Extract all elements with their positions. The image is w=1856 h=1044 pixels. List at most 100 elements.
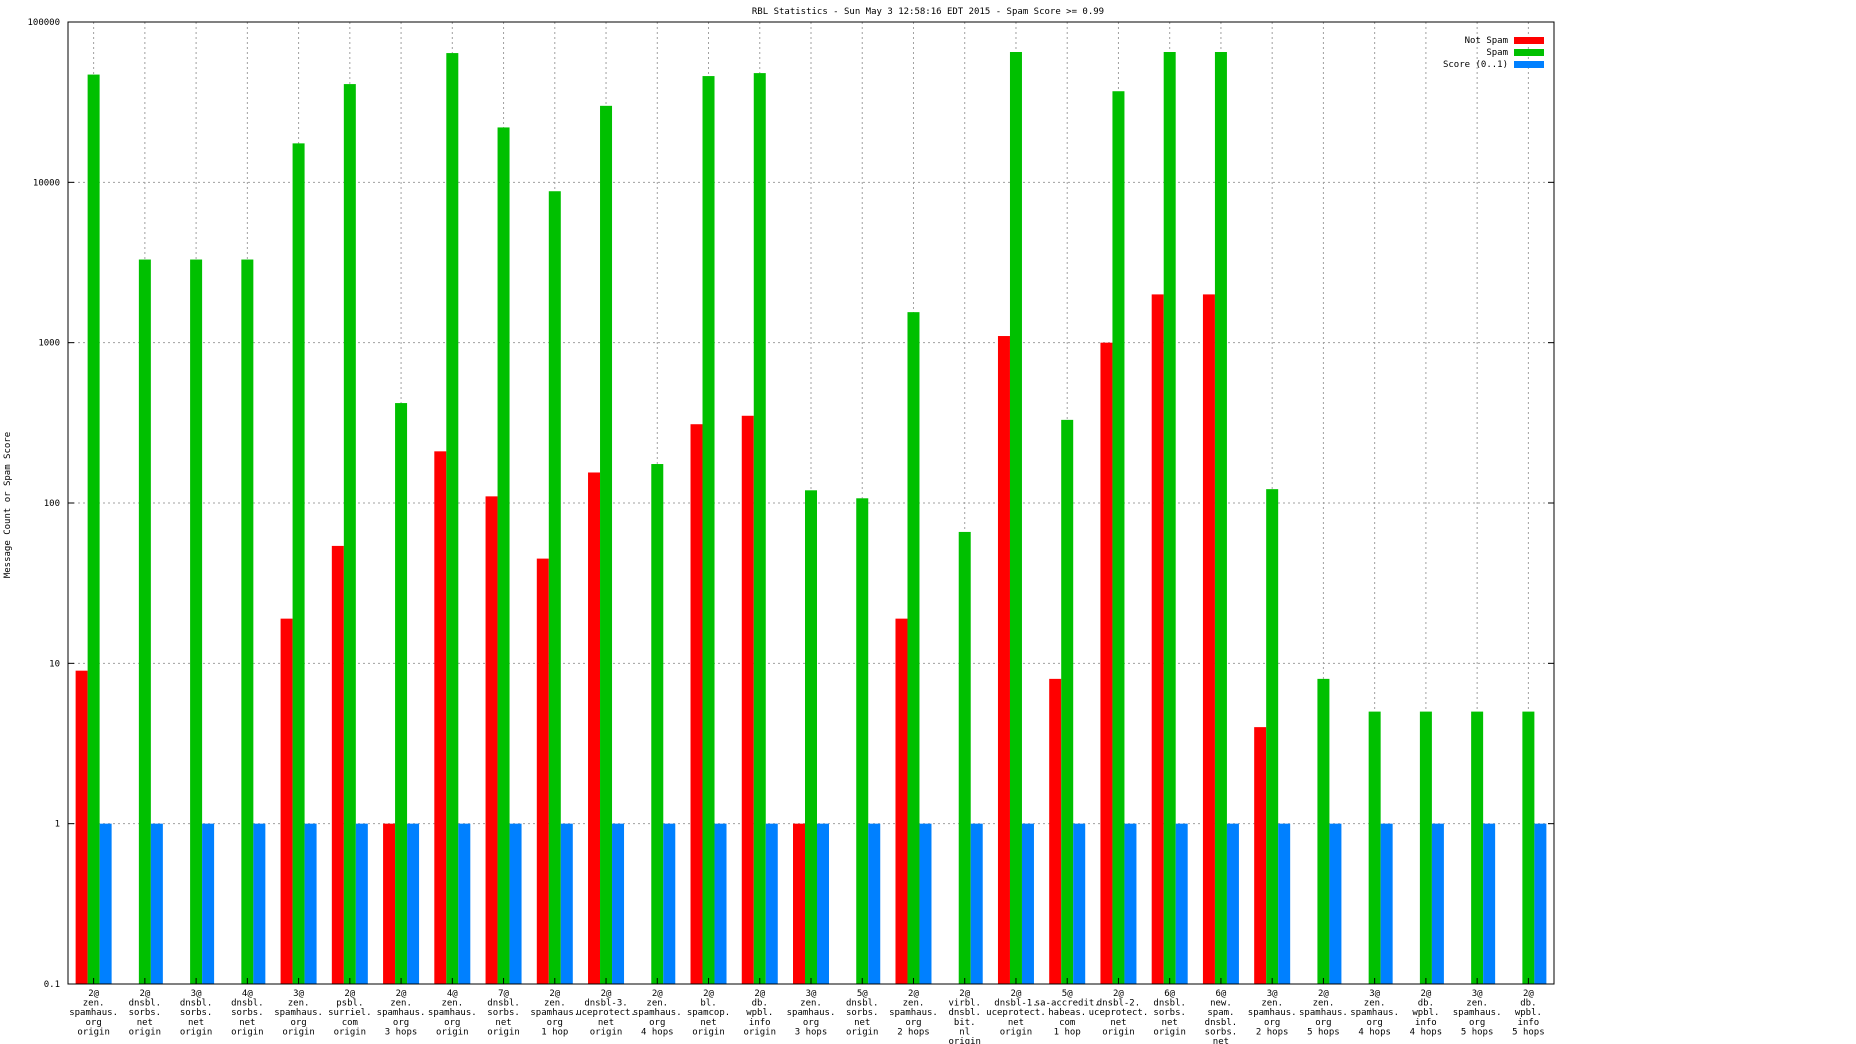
y-axis-label: Message Count or Spam Score [3,432,13,578]
bar-score-0-1 [1431,823,1444,984]
x-tick-label: wpbl. [1412,1008,1439,1018]
x-tick-label: info [1518,1018,1540,1028]
bar-not-spam [1151,294,1164,985]
bar-not-spam [895,618,908,984]
x-tick-label: wpbl. [746,1008,773,1018]
x-tick-label: origin [77,1027,110,1037]
x-tick-label: org [85,1018,101,1028]
x-tick-label: spamhaus. [787,1008,836,1018]
x-tick-label: 5 hops [1461,1027,1494,1037]
bar-spam [600,105,613,984]
legend-label: Not Spam [1465,36,1508,46]
bar-not-spam [383,823,396,984]
bar-score-0-1 [612,823,625,984]
x-tick-label: origin [487,1027,520,1037]
bar-score-0-1 [304,823,317,984]
bar-not-spam [331,545,344,984]
bar-score-0-1 [1380,823,1393,984]
x-tick-label: uceprotect. [986,1008,1046,1018]
bar-spam [497,127,510,984]
x-tick-label: 2@ [652,989,663,999]
x-tick-label: dnsbl. [180,999,213,1009]
x-tick-label: 3 hops [795,1027,828,1037]
x-tick-label: 6@ [1216,989,1227,999]
bar-spam [395,403,408,984]
x-tick-label: dnsbl. [948,1008,981,1018]
bar-spam [805,490,817,984]
bar-spam [1009,51,1022,985]
x-tick-label: sorbs. [129,1008,162,1018]
bar-score-0-1 [202,823,215,984]
x-tick-label: org [1367,1018,1383,1028]
x-tick-label: 3@ [806,989,817,999]
bar-spam [1163,51,1176,985]
bar-spam [1471,711,1484,984]
x-tick-label: origin [692,1027,725,1037]
bar-spam [702,76,715,984]
x-tick-label: origin [1000,1027,1033,1037]
x-tick-label: db. [1520,999,1536,1009]
x-tick-label: zen. [83,999,105,1009]
x-tick-labels: 2@zen.spamhaus.orgorigin2@dnsbl.sorbs.ne… [69,989,1544,1044]
bar-score-0-1 [1278,823,1291,984]
x-tick-label: 4@ [242,989,253,999]
x-tick-label: net [1110,1018,1126,1028]
x-tick-label: net [854,1018,870,1028]
legend: Not Spam Spam Score (0..1) [1443,36,1544,70]
x-tick-label: 2@ [396,989,407,999]
x-tick-label: zen. [1261,999,1283,1009]
x-tick-label: origin [129,1027,162,1037]
x-tick-label: dnsbl. [129,999,162,1009]
x-tick-label: wpbl. [1515,1008,1542,1018]
x-tick-label: net [1213,1037,1229,1044]
x-tick-label: 4 hops [1358,1027,1391,1037]
bar-score-0-1 [919,823,932,984]
bar-spam [1112,91,1125,984]
x-tick-label: spamhaus. [530,1008,579,1018]
bar-score-0-1 [1534,823,1547,984]
x-tick-label: 3@ [191,989,202,999]
x-tick-label: com [342,1018,358,1028]
bar-spam [446,53,459,985]
x-tick-label: 4 hops [641,1027,674,1037]
x-tick-label: dnsbl-1. [994,999,1037,1009]
x-tick-label: spamhaus. [377,1008,426,1018]
x-tick-label: origin [180,1027,213,1037]
x-tick-label: net [700,1018,716,1028]
bar-not-spam [793,823,805,984]
x-tick-label: zen. [288,999,310,1009]
x-tick-label: dnsbl. [231,999,264,1009]
x-tick-label: dnsbl. [487,999,520,1009]
x-tick-label: sa-accredit. [1035,999,1100,1009]
x-tick-label: origin [590,1027,623,1037]
x-tick-label: surriel. [328,1008,371,1018]
x-tick-label: info [749,1018,771,1028]
bar-score-0-1 [1124,823,1137,984]
x-tick-label: org [1315,1018,1331,1028]
x-tick-label: 2@ [1113,989,1124,999]
bar-score-0-1 [253,823,266,984]
x-tick-label: zen. [903,999,925,1009]
x-tick-label: origin [948,1037,981,1044]
x-tick-label: psbl. [336,999,363,1009]
x-tick-label: info [1415,1018,1437,1028]
x-tick-label: 2@ [1318,989,1329,999]
x-tick-label: org [905,1018,921,1028]
bar-not-spam [1049,678,1062,984]
x-tick-label: origin [1102,1027,1135,1037]
x-tick-label: spamhaus. [428,1008,477,1018]
bar-not-spam [280,618,293,984]
x-tick-label: 2@ [344,989,355,999]
y-tick-label: 10 [49,659,60,669]
bar-score-0-1 [1021,823,1034,984]
y-tick-label: 1000 [38,339,60,349]
bars [75,51,1547,985]
x-tick-label: dnsbl. [1205,1018,1238,1028]
bar-not-spam [1100,342,1113,985]
bar-spam [651,464,664,984]
x-tick-label: org [444,1018,460,1028]
x-tick-label: spamhaus. [889,1008,938,1018]
x-tick-label: bit. [954,1018,976,1028]
x-tick-label: new. [1210,999,1232,1009]
x-tick-label: dnsbl-3. [584,999,627,1009]
